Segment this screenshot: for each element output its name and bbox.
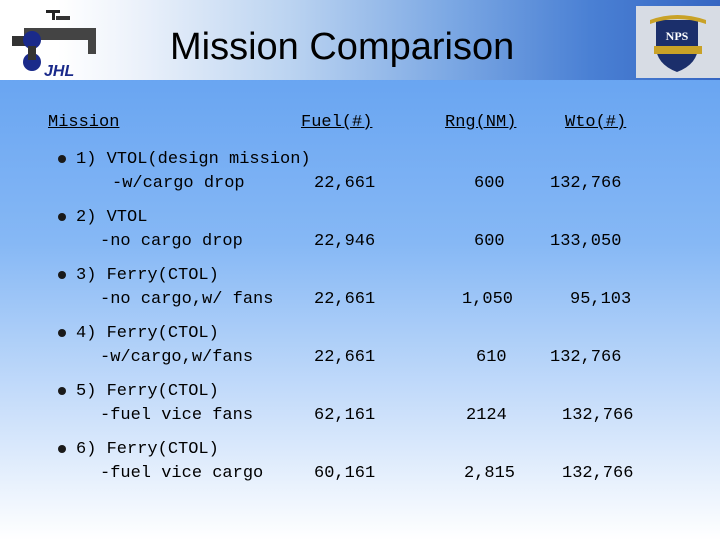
range-value: 1,050	[462, 290, 514, 309]
nps-seal: NPS	[636, 6, 720, 78]
mission-detail: -no cargo,w/ fans	[100, 290, 274, 309]
bullet	[58, 213, 66, 221]
page-title: Mission Comparison	[170, 26, 515, 68]
title-bar	[0, 0, 720, 80]
column-header-wto: Wto(#)	[565, 113, 627, 132]
mission-name: 1) VTOL(design mission)	[76, 150, 311, 169]
jhl-logo: JHL	[4, 6, 100, 80]
wto-value: 132,766	[550, 174, 622, 193]
mission-detail: -fuel vice fans	[100, 406, 254, 425]
column-header-mission: Mission	[48, 113, 120, 132]
wto-value: 132,766	[562, 406, 634, 425]
svg-text:NPS: NPS	[666, 29, 689, 43]
range-value: 600	[474, 174, 505, 193]
fuel-value: 22,661	[314, 174, 376, 193]
range-value: 600	[474, 232, 505, 251]
mission-detail: -w/cargo drop	[112, 174, 245, 193]
column-header-fuel: Fuel(#)	[301, 113, 373, 132]
mission-detail: -fuel vice cargo	[100, 464, 264, 483]
range-value: 2,815	[464, 464, 516, 483]
fuel-value: 62,161	[314, 406, 376, 425]
fuel-value: 22,661	[314, 348, 376, 367]
wto-value: 133,050	[550, 232, 622, 251]
bullet	[58, 271, 66, 279]
fuel-value: 22,946	[314, 232, 376, 251]
bullet	[58, 155, 66, 163]
bullet	[58, 387, 66, 395]
fuel-value: 60,161	[314, 464, 376, 483]
mission-name: 3) Ferry(CTOL)	[76, 266, 219, 285]
mission-name: 6) Ferry(CTOL)	[76, 440, 219, 459]
wto-value: 95,103	[570, 290, 632, 309]
svg-text:JHL: JHL	[44, 63, 74, 80]
mission-detail: -w/cargo,w/fans	[100, 348, 254, 367]
mission-detail: -no cargo drop	[100, 232, 243, 251]
bullet	[58, 329, 66, 337]
mission-name: 2) VTOL	[76, 208, 148, 227]
wto-value: 132,766	[550, 348, 622, 367]
range-value: 610	[476, 348, 507, 367]
wto-value: 132,766	[562, 464, 634, 483]
mission-name: 4) Ferry(CTOL)	[76, 324, 219, 343]
column-header-range: Rng(NM)	[445, 113, 517, 132]
fuel-value: 22,661	[314, 290, 376, 309]
bullet	[58, 445, 66, 453]
mission-name: 5) Ferry(CTOL)	[76, 382, 219, 401]
range-value: 2124	[466, 406, 507, 425]
